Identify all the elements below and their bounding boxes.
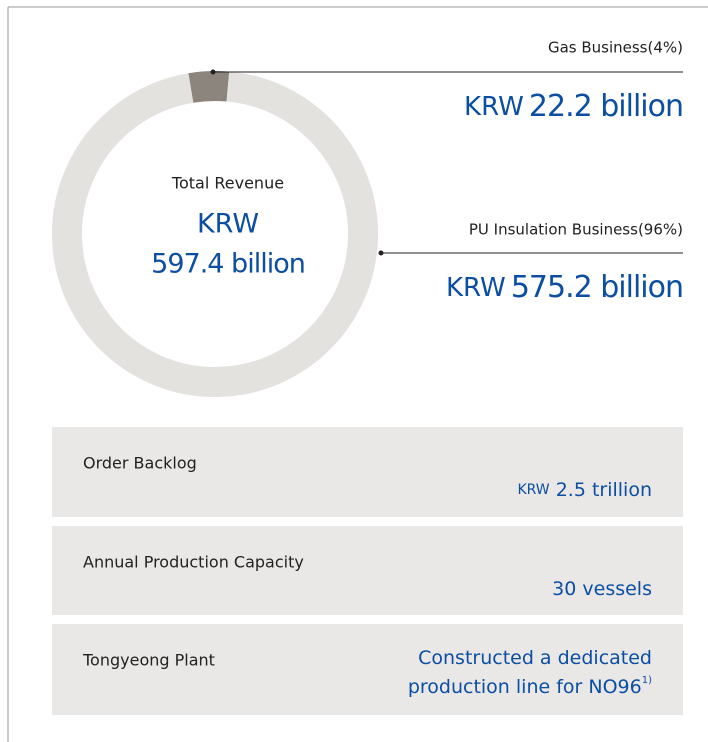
leader-dot: [378, 250, 384, 256]
panel-value-line: Constructed a dedicated: [418, 647, 652, 669]
footnote-mark: 1): [642, 675, 652, 686]
panel-unit: KRW: [517, 482, 549, 498]
panel-value: Constructed a dedicated: [418, 647, 652, 669]
panel-value-line: production line for NO96: [408, 676, 642, 698]
amount-unit: KRW: [464, 92, 524, 122]
center-unit: KRW: [197, 209, 259, 240]
panel-label: Tongyeong Plant: [82, 651, 215, 670]
callout-label: PU Insulation Business(96%): [469, 221, 683, 239]
donut-segment: [52, 71, 378, 397]
center-title: Total Revenue: [171, 174, 284, 193]
info-panel: [52, 427, 683, 517]
leader-dot: [210, 69, 216, 75]
center-value: 597.4 billion: [151, 249, 305, 280]
callout-amount: KRW 22.2 billion: [464, 89, 683, 124]
panel-value-text: 2.5 trillion: [556, 479, 652, 501]
donut-segment: [188, 71, 230, 103]
amount-value: 575.2 billion: [511, 270, 683, 305]
panel-value: KRW 2.5 trillion: [517, 479, 652, 501]
panel-value: 30 vessels: [552, 578, 652, 600]
panel-label: Order Backlog: [83, 454, 197, 473]
amount-unit: KRW: [446, 273, 506, 303]
info-panel: [52, 624, 683, 715]
callout-label: Gas Business(4%): [548, 39, 683, 57]
callout-amount: KRW 575.2 billion: [446, 270, 683, 305]
panel-value-text: 30 vessels: [552, 578, 652, 600]
info-panel: [52, 526, 683, 615]
amount-value: 22.2 billion: [529, 89, 683, 124]
panel-label: Annual Production Capacity: [83, 553, 304, 572]
panel-value: production line for NO961): [408, 675, 652, 698]
